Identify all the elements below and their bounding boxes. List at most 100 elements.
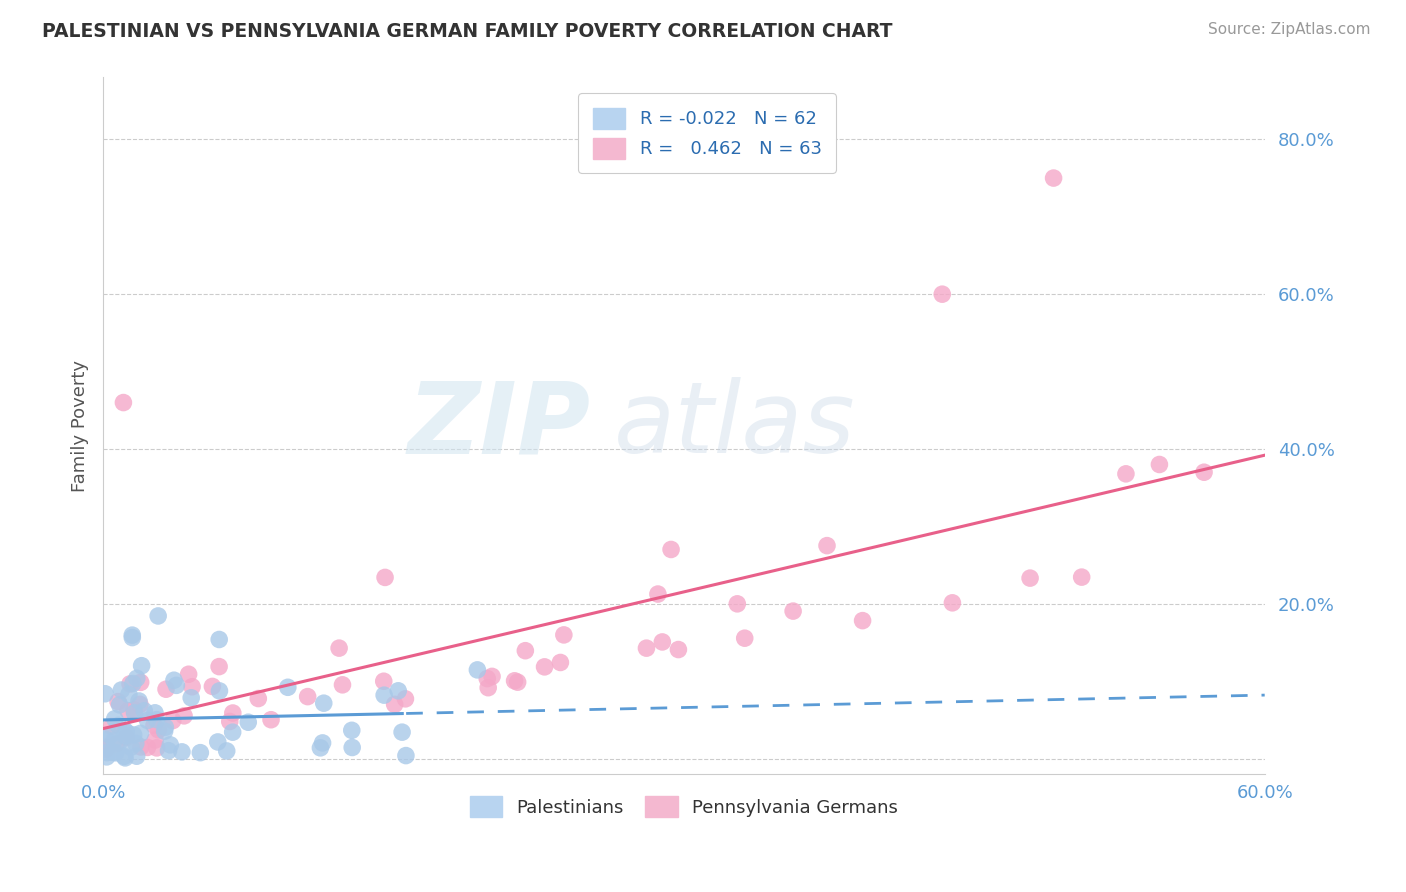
Legend: Palestinians, Pennsylvania Germans: Palestinians, Pennsylvania Germans	[463, 789, 905, 824]
Point	[117, 704, 139, 718]
Point	[215, 744, 238, 758]
Point	[155, 682, 177, 697]
Point	[477, 681, 499, 695]
Point	[177, 667, 200, 681]
Point	[725, 597, 748, 611]
Point	[157, 744, 180, 758]
Point	[533, 660, 555, 674]
Point	[260, 713, 283, 727]
Point	[108, 698, 131, 712]
Point	[94, 742, 117, 756]
Point	[136, 714, 159, 728]
Point	[384, 698, 406, 712]
Text: Source: ZipAtlas.com: Source: ZipAtlas.com	[1208, 22, 1371, 37]
Point	[668, 642, 690, 657]
Point	[118, 688, 141, 702]
Point	[98, 728, 121, 742]
Point	[104, 712, 127, 726]
Point	[1192, 465, 1215, 479]
Point	[112, 749, 135, 764]
Point	[207, 735, 229, 749]
Point	[553, 628, 575, 642]
Point	[122, 703, 145, 717]
Text: PALESTINIAN VS PENNSYLVANIA GERMAN FAMILY POVERTY CORRELATION CHART: PALESTINIAN VS PENNSYLVANIA GERMAN FAMIL…	[42, 22, 893, 41]
Point	[1070, 570, 1092, 584]
Point	[143, 718, 166, 732]
Text: atlas: atlas	[614, 377, 856, 475]
Point	[647, 587, 669, 601]
Point	[114, 751, 136, 765]
Point	[208, 659, 231, 673]
Point	[340, 740, 363, 755]
Point	[374, 570, 396, 584]
Point	[222, 706, 245, 720]
Point	[129, 726, 152, 740]
Point	[1149, 458, 1171, 472]
Point	[181, 680, 204, 694]
Y-axis label: Family Poverty: Family Poverty	[72, 359, 89, 491]
Text: ZIP: ZIP	[408, 377, 591, 475]
Point	[143, 733, 166, 747]
Point	[124, 706, 146, 720]
Point	[297, 690, 319, 704]
Point	[340, 723, 363, 738]
Point	[114, 724, 136, 739]
Point	[477, 672, 499, 686]
Point	[467, 663, 489, 677]
Point	[96, 750, 118, 764]
Point	[131, 658, 153, 673]
Point	[143, 706, 166, 720]
Point	[129, 739, 152, 754]
Point	[145, 740, 167, 755]
Point	[503, 673, 526, 688]
Point	[312, 696, 335, 710]
Point	[104, 746, 127, 760]
Point	[146, 609, 169, 624]
Point	[238, 715, 260, 730]
Point	[394, 691, 416, 706]
Point	[852, 614, 875, 628]
Point	[188, 746, 211, 760]
Point	[734, 631, 756, 645]
Point	[506, 675, 529, 690]
Point	[159, 738, 181, 752]
Point	[651, 635, 673, 649]
Point	[373, 674, 395, 689]
Point	[163, 673, 186, 688]
Point	[481, 669, 503, 683]
Point	[247, 691, 270, 706]
Point	[125, 671, 148, 685]
Point	[107, 736, 129, 750]
Point	[148, 723, 170, 737]
Point	[391, 725, 413, 739]
Point	[134, 704, 156, 718]
Point	[659, 542, 682, 557]
Point	[782, 604, 804, 618]
Point	[165, 678, 187, 692]
Point	[515, 643, 537, 657]
Point	[103, 733, 125, 747]
Point	[1042, 171, 1064, 186]
Point	[129, 698, 152, 712]
Point	[145, 713, 167, 727]
Point	[395, 748, 418, 763]
Point	[121, 631, 143, 645]
Point	[105, 737, 128, 751]
Point	[107, 718, 129, 732]
Point	[107, 695, 129, 709]
Point	[125, 749, 148, 764]
Point	[328, 641, 350, 656]
Point	[815, 539, 838, 553]
Point	[153, 724, 176, 739]
Point	[1019, 571, 1042, 585]
Point	[129, 675, 152, 690]
Point	[120, 740, 142, 755]
Point	[162, 714, 184, 728]
Point	[941, 596, 963, 610]
Point	[114, 729, 136, 743]
Point	[208, 684, 231, 698]
Point	[122, 728, 145, 742]
Point	[180, 690, 202, 705]
Point	[96, 732, 118, 747]
Point	[309, 740, 332, 755]
